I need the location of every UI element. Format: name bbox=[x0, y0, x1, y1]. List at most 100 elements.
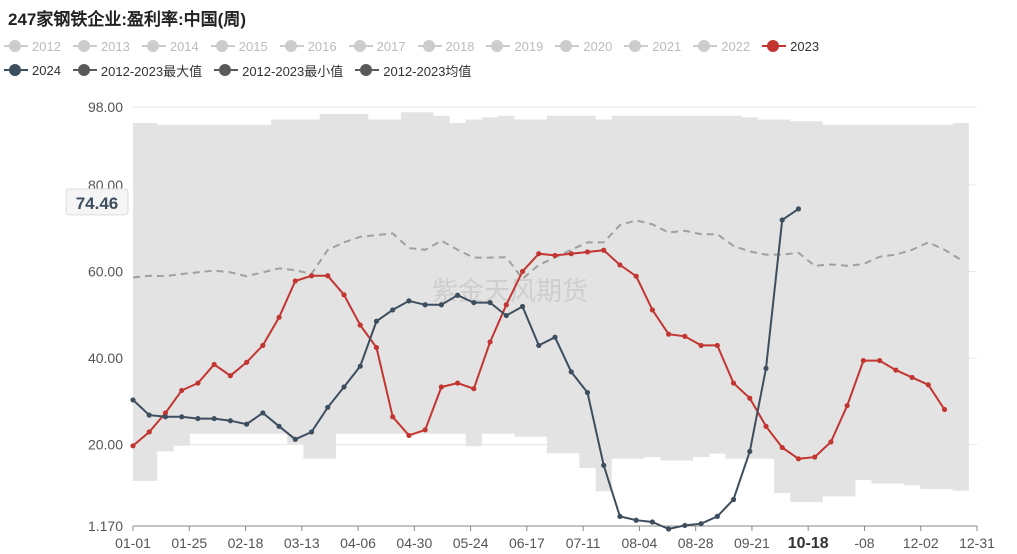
x-tick-label: 04-06 bbox=[340, 535, 376, 551]
series-2023-point bbox=[536, 251, 542, 257]
series-2023-point bbox=[195, 380, 201, 386]
legend-label: 2012 bbox=[32, 38, 61, 54]
series-2024-point bbox=[666, 526, 672, 532]
series-2024-point bbox=[747, 448, 753, 455]
series-2023-point bbox=[455, 380, 461, 386]
legend-symbol-icon bbox=[693, 40, 718, 52]
series-2024-point bbox=[584, 389, 591, 396]
legend-symbol-icon bbox=[214, 64, 239, 76]
x-tick-label: 12-02 bbox=[903, 535, 939, 551]
series-2023-point bbox=[406, 432, 412, 439]
series-2023-point bbox=[909, 374, 915, 381]
legend-label: 2020 bbox=[583, 38, 613, 54]
series-2023-point bbox=[795, 456, 802, 462]
legend-item-2017[interactable]: 2017 bbox=[348, 38, 406, 54]
legend-item-2012-2023均值[interactable]: 2012-2023均值 bbox=[355, 61, 471, 80]
legend-item-2024[interactable]: 2024 bbox=[4, 63, 61, 78]
series-2024-point bbox=[763, 365, 769, 371]
legend-label: 2017 bbox=[376, 38, 406, 54]
legend-symbol-icon bbox=[4, 64, 28, 76]
watermark: 紫金天风期货 bbox=[432, 277, 588, 307]
series-2023-point bbox=[276, 314, 282, 320]
legend-label: 2019 bbox=[514, 38, 544, 54]
series-2023-point bbox=[601, 247, 607, 253]
series-2023-point bbox=[211, 361, 217, 368]
series-2023-point bbox=[584, 249, 591, 255]
legend-item-2023[interactable]: 2023 bbox=[762, 39, 819, 54]
x-tick-label: 06-17 bbox=[509, 535, 545, 551]
series-2023-point bbox=[130, 443, 136, 449]
x-tick-label: 01-25 bbox=[171, 535, 207, 551]
series-2024-point bbox=[487, 299, 493, 306]
legend-label: 2016 bbox=[307, 38, 337, 54]
series-2023-point bbox=[341, 292, 347, 298]
series-2024-point bbox=[601, 462, 607, 468]
axis-pointer-label-box bbox=[65, 188, 129, 216]
series-2023-point bbox=[714, 342, 720, 349]
x-tick-label: 09-21 bbox=[734, 535, 770, 551]
series-2023-point bbox=[617, 262, 623, 268]
series-2023-point bbox=[682, 333, 688, 339]
legend-symbol-icon bbox=[355, 64, 380, 76]
legend-item-2016[interactable]: 2016 bbox=[279, 38, 337, 54]
series-2023-point bbox=[227, 373, 233, 379]
legend-label: 2012-2023最大值 bbox=[100, 63, 203, 79]
series-2023-point bbox=[422, 427, 428, 433]
x-tick-label: 04-30 bbox=[396, 535, 432, 551]
series-2023-point bbox=[179, 387, 185, 394]
x-tick-label: -08 bbox=[854, 535, 874, 551]
y-tick-label: 98.00 bbox=[88, 99, 123, 115]
legend-item-2021[interactable]: 2021 bbox=[624, 39, 681, 54]
y-tick-label: 40.00 bbox=[88, 350, 123, 366]
series-2023-point bbox=[325, 273, 331, 279]
series-2023-point bbox=[292, 278, 298, 284]
legend-item-2012[interactable]: 2012 bbox=[4, 39, 61, 54]
series-2024-point bbox=[325, 404, 331, 410]
legend-row: 2012 2013 2014 2015 2016 2017 2018 2019 2020 2021… bbox=[4, 34, 1014, 58]
series-2023-point bbox=[828, 439, 834, 445]
series-2024-point bbox=[244, 421, 250, 427]
series-2024-point bbox=[568, 369, 574, 375]
series-2023-point bbox=[260, 342, 266, 349]
series-2023-point bbox=[568, 251, 574, 257]
series-2023-point bbox=[649, 307, 655, 313]
legend-item-2015[interactable]: 2015 bbox=[210, 39, 268, 54]
series-2024-point bbox=[146, 412, 152, 418]
series-2023-point bbox=[357, 322, 363, 328]
legend-symbol-icon bbox=[624, 40, 649, 52]
legend-item-2012-2023最大值[interactable]: 2012-2023最大值 bbox=[72, 61, 203, 80]
axis-pointer-value: 74.46 bbox=[76, 194, 119, 213]
legend-item-2018[interactable]: 2018 bbox=[417, 38, 475, 54]
legend-item-2012-2023最小值[interactable]: 2012-2023最小值 bbox=[214, 61, 343, 80]
series-2023-point bbox=[812, 454, 818, 460]
series-2024-point bbox=[308, 429, 315, 435]
legend-symbol-icon bbox=[348, 40, 373, 52]
legend-symbol-icon bbox=[72, 64, 97, 76]
legend-item-2013[interactable]: 2013 bbox=[72, 39, 130, 54]
legend-item-2014[interactable]: 2014 bbox=[141, 38, 199, 54]
series-2023-point bbox=[438, 384, 444, 390]
series-2023-point bbox=[487, 339, 493, 345]
series-2024-point bbox=[276, 423, 282, 429]
legend-item-2020[interactable]: 2020 bbox=[555, 39, 612, 54]
series-2024-point bbox=[357, 363, 363, 369]
series-2023-point bbox=[633, 273, 639, 279]
legend-label: 2024 bbox=[32, 62, 61, 78]
legend-label: 2014 bbox=[169, 38, 199, 54]
series-2024-point bbox=[422, 302, 428, 308]
series-2023-point bbox=[373, 344, 380, 351]
series-2024-point bbox=[195, 415, 201, 422]
legend-label: 2018 bbox=[445, 38, 475, 54]
legend-label: 2012-2023均值 bbox=[383, 63, 472, 79]
series-2023-point bbox=[519, 268, 526, 275]
series-2023-point bbox=[666, 331, 672, 337]
legend-item-2019[interactable]: 2019 bbox=[486, 39, 543, 54]
x-tick-label: 02-18 bbox=[228, 535, 264, 551]
series-2024-point bbox=[714, 513, 720, 519]
legend-symbol-icon bbox=[72, 40, 97, 52]
x-tick-label: 12-31 bbox=[959, 535, 995, 551]
legend-symbol-icon bbox=[417, 40, 442, 52]
legend-item-2022[interactable]: 2022 bbox=[693, 39, 750, 54]
series-2023-point bbox=[552, 252, 558, 259]
series-2024-point bbox=[698, 521, 704, 527]
